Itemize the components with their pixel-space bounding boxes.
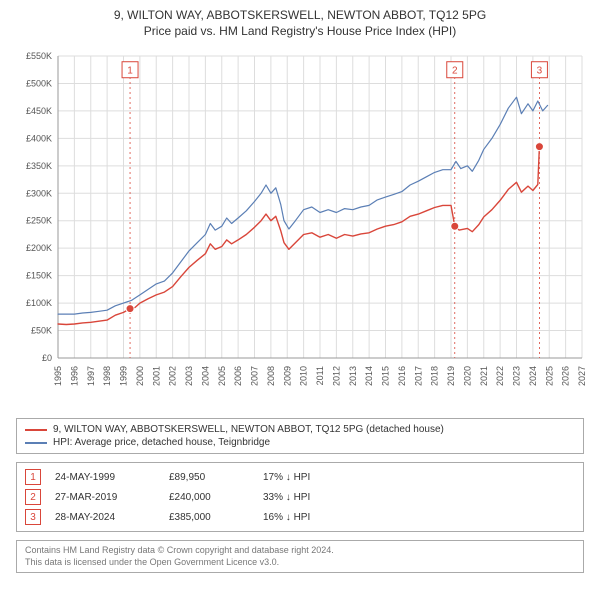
marker-delta: 16% ↓ HPI — [263, 512, 310, 523]
marker-row: 2 27-MAR-2019 £240,000 33% ↓ HPI — [25, 487, 575, 507]
legend-label: HPI: Average price, detached house, Teig… — [53, 437, 270, 448]
svg-text:£250K: £250K — [26, 216, 52, 226]
svg-text:1999: 1999 — [119, 366, 129, 386]
svg-text:2008: 2008 — [266, 366, 276, 386]
svg-text:2017: 2017 — [413, 366, 423, 386]
svg-text:1996: 1996 — [69, 366, 79, 386]
svg-text:3: 3 — [537, 66, 543, 77]
marker-price: £240,000 — [169, 492, 249, 503]
svg-text:2009: 2009 — [282, 366, 292, 386]
legend-box: 9, WILTON WAY, ABBOTSKERSWELL, NEWTON AB… — [16, 418, 584, 454]
svg-text:2024: 2024 — [528, 366, 538, 386]
svg-text:£200K: £200K — [26, 243, 52, 253]
marker-number: 2 — [25, 489, 41, 505]
marker-date: 24-MAY-1999 — [55, 472, 155, 483]
marker-row: 3 28-MAY-2024 £385,000 16% ↓ HPI — [25, 507, 575, 527]
svg-text:2027: 2027 — [577, 366, 587, 386]
svg-text:£50K: £50K — [31, 326, 52, 336]
svg-text:1995: 1995 — [53, 366, 63, 386]
svg-text:£150K: £150K — [26, 271, 52, 281]
svg-text:2010: 2010 — [299, 366, 309, 386]
legend-swatch — [25, 442, 47, 444]
chart-container: 9, WILTON WAY, ABBOTSKERSWELL, NEWTON AB… — [0, 0, 600, 583]
svg-text:2026: 2026 — [561, 366, 571, 386]
svg-text:2015: 2015 — [381, 366, 391, 386]
svg-text:£550K: £550K — [26, 51, 52, 61]
svg-text:£500K: £500K — [26, 78, 52, 88]
marker-delta: 33% ↓ HPI — [263, 492, 310, 503]
footer-line-1: Contains HM Land Registry data © Crown c… — [25, 545, 575, 557]
legend-row: 9, WILTON WAY, ABBOTSKERSWELL, NEWTON AB… — [25, 423, 575, 436]
svg-text:2006: 2006 — [233, 366, 243, 386]
marker-price: £89,950 — [169, 472, 249, 483]
footer-line-2: This data is licensed under the Open Gov… — [25, 557, 575, 569]
svg-text:£100K: £100K — [26, 298, 52, 308]
marker-number: 3 — [25, 509, 41, 525]
svg-text:£0: £0 — [42, 353, 52, 363]
marker-date: 27-MAR-2019 — [55, 492, 155, 503]
svg-text:2014: 2014 — [364, 366, 374, 386]
svg-text:2004: 2004 — [200, 366, 210, 386]
svg-text:2011: 2011 — [315, 366, 325, 385]
svg-text:2: 2 — [452, 66, 458, 77]
legend-row: HPI: Average price, detached house, Teig… — [25, 436, 575, 449]
svg-text:2003: 2003 — [184, 366, 194, 386]
svg-text:2025: 2025 — [544, 366, 554, 386]
svg-text:2016: 2016 — [397, 366, 407, 386]
marker-number: 1 — [25, 469, 41, 485]
marker-row: 1 24-MAY-1999 £89,950 17% ↓ HPI — [25, 467, 575, 487]
marker-date: 28-MAY-2024 — [55, 512, 155, 523]
svg-text:£450K: £450K — [26, 106, 52, 116]
svg-text:2005: 2005 — [217, 366, 227, 386]
svg-text:2002: 2002 — [168, 366, 178, 386]
marker-price: £385,000 — [169, 512, 249, 523]
svg-text:2021: 2021 — [479, 366, 489, 386]
svg-text:2022: 2022 — [495, 366, 505, 386]
attribution-footer: Contains HM Land Registry data © Crown c… — [16, 540, 584, 573]
svg-text:£350K: £350K — [26, 161, 52, 171]
title-line-2: Price paid vs. HM Land Registry's House … — [10, 24, 590, 38]
svg-text:£400K: £400K — [26, 133, 52, 143]
svg-text:2013: 2013 — [348, 366, 358, 386]
svg-text:2019: 2019 — [446, 366, 456, 386]
title-line-1: 9, WILTON WAY, ABBOTSKERSWELL, NEWTON AB… — [10, 8, 590, 22]
svg-text:£300K: £300K — [26, 188, 52, 198]
svg-text:2018: 2018 — [430, 366, 440, 386]
svg-text:1997: 1997 — [86, 366, 96, 386]
svg-text:1998: 1998 — [102, 366, 112, 386]
svg-text:2001: 2001 — [151, 366, 161, 386]
svg-text:2007: 2007 — [250, 366, 260, 386]
legend-label: 9, WILTON WAY, ABBOTSKERSWELL, NEWTON AB… — [53, 424, 444, 435]
title-block: 9, WILTON WAY, ABBOTSKERSWELL, NEWTON AB… — [10, 8, 590, 38]
svg-text:1: 1 — [127, 66, 133, 77]
chart-area: £0 £50K £100K £150K £200K £250K £300K £350K £400… — [10, 48, 590, 408]
svg-text:2020: 2020 — [462, 366, 472, 386]
svg-text:2012: 2012 — [331, 366, 341, 386]
svg-text:2023: 2023 — [512, 366, 522, 386]
marker-table: 1 24-MAY-1999 £89,950 17% ↓ HPI 2 27-MAR-2019… — [16, 462, 584, 532]
svg-text:2000: 2000 — [135, 366, 145, 386]
line-chart-svg: £0 £50K £100K £150K £200K £250K £300K £350K £400… — [10, 48, 590, 408]
legend-swatch — [25, 429, 47, 431]
marker-delta: 17% ↓ HPI — [263, 472, 310, 483]
